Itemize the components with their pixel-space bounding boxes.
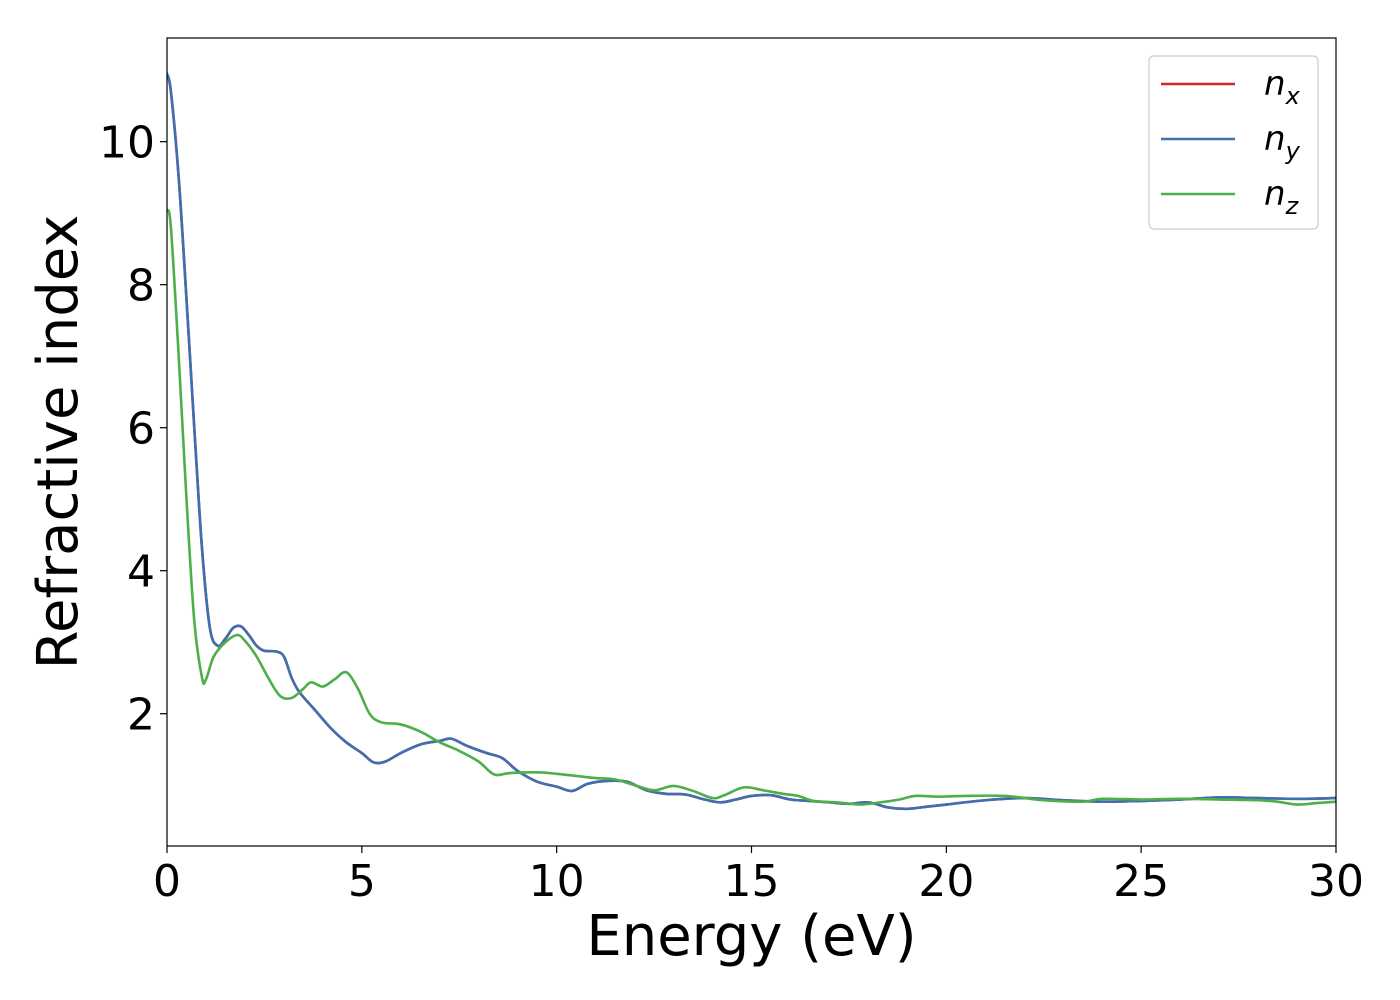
- series-line-n-z: [167, 208, 1336, 806]
- legend-label-n-y: ny: [1264, 119, 1301, 165]
- legend-label-n-x: nx: [1264, 64, 1301, 110]
- x-tick-label: 30: [1308, 856, 1364, 907]
- x-tick-label: 25: [1113, 856, 1169, 907]
- x-tick-label: 5: [348, 856, 376, 907]
- plot-area: [167, 72, 1336, 811]
- y-tick-label: 8: [127, 261, 155, 312]
- legend: nx ny nz: [1148, 55, 1319, 230]
- x-tick-label: 0: [153, 856, 181, 907]
- y-tick-label: 2: [127, 690, 155, 741]
- x-tick-label: 15: [724, 856, 780, 907]
- x-tick-label: 20: [918, 856, 974, 907]
- y-tick-label: 4: [127, 547, 155, 598]
- y-axis-title: Refractive index: [26, 215, 91, 670]
- x-axis: 0 5 10 15 20 25 30: [153, 846, 1364, 907]
- x-tick-label: 10: [529, 856, 585, 907]
- y-tick-label: 6: [127, 404, 155, 455]
- y-axis: 2 4 6 8 10: [99, 118, 167, 741]
- y-tick-label: 10: [99, 118, 155, 169]
- legend-label-n-z: nz: [1264, 174, 1300, 220]
- x-axis-title: Energy (eV): [586, 904, 916, 969]
- legend-box: [1148, 55, 1319, 230]
